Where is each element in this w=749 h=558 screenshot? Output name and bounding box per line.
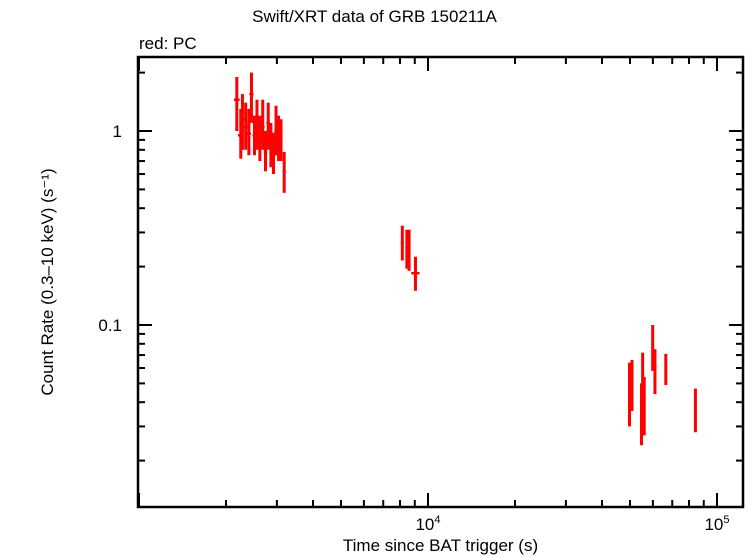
svg-text:0.1: 0.1 [98, 316, 122, 335]
chart-title: Swift/XRT data of GRB 150211A [252, 7, 497, 26]
chart-subtitle: red: PC [139, 34, 197, 53]
x-axis-label: Time since BAT trigger (s) [342, 536, 539, 555]
svg-text:105: 105 [704, 514, 729, 534]
axis-ticks [138, 57, 743, 507]
svg-text:1: 1 [113, 122, 122, 141]
axis-tick-labels: 104 105 1 0.1 [98, 122, 729, 534]
plot-frame [136, 55, 745, 509]
svg-text:104: 104 [415, 514, 440, 534]
data-points [233, 72, 697, 446]
